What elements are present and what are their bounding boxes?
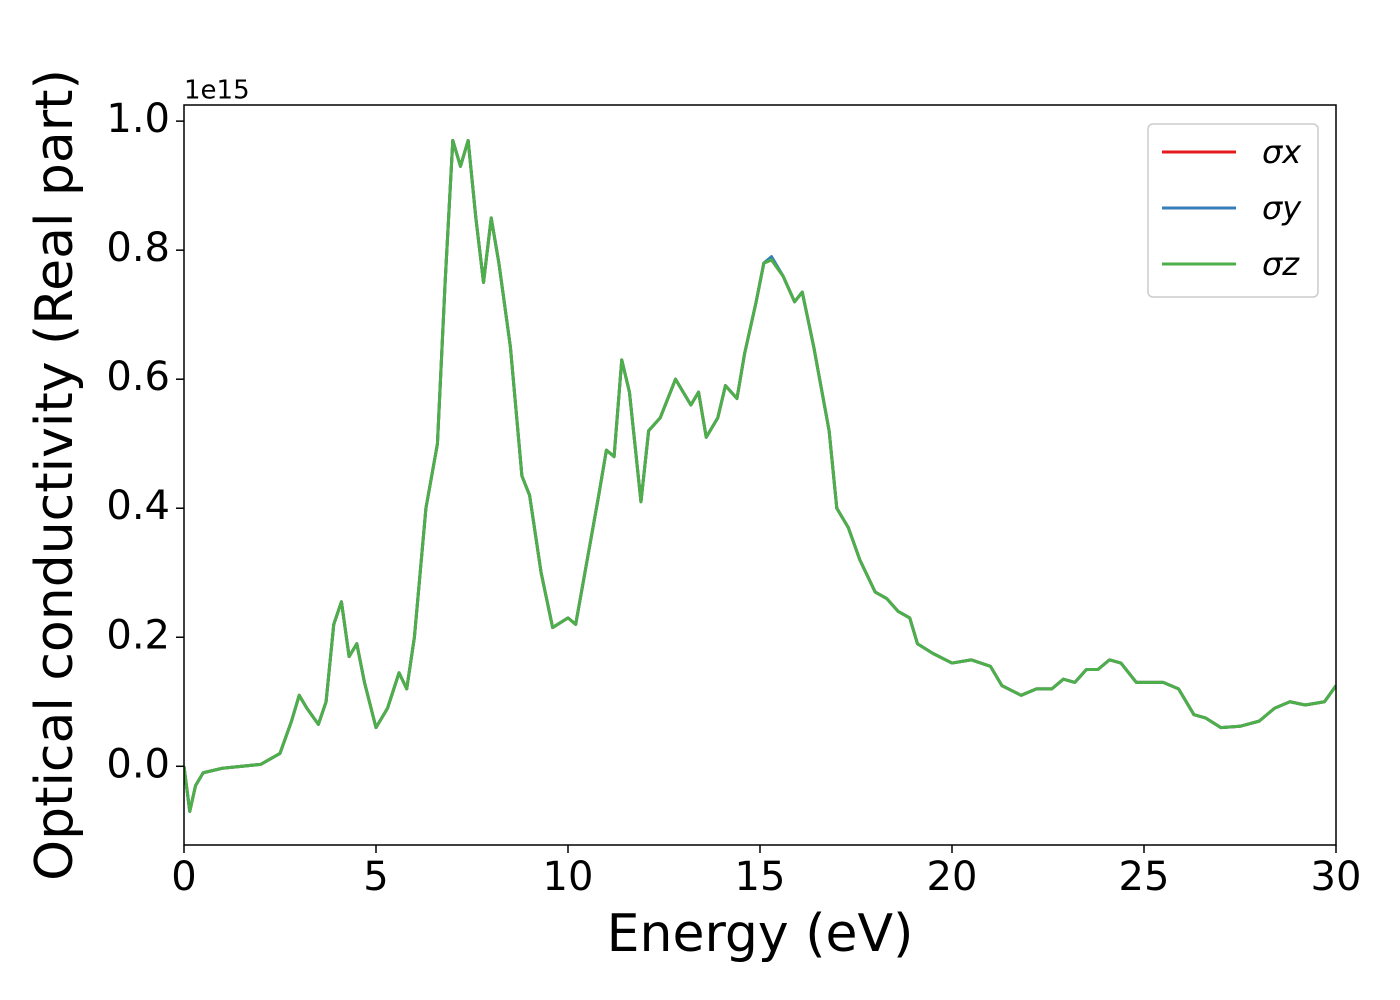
plot-frame xyxy=(183,104,1337,846)
legend-label: σx xyxy=(1262,133,1302,171)
series-line xyxy=(184,138,1336,813)
y-tick-label: 0.2 xyxy=(106,612,170,658)
x-tick-label: 0 xyxy=(171,854,196,900)
x-tick-label: 10 xyxy=(543,854,594,900)
x-axis-label: Energy (eV) xyxy=(607,904,914,964)
legend-box xyxy=(1147,123,1319,298)
x-tick-label: 30 xyxy=(1311,854,1362,900)
y-axis-label: Optical conductivity (Real part) xyxy=(25,69,85,881)
y-tick-label: 0.6 xyxy=(106,354,170,400)
x-tick-label: 20 xyxy=(927,854,978,900)
x-tick-label: 5 xyxy=(363,854,388,900)
y-tick-label: 0.0 xyxy=(106,741,170,787)
y-tick-label: 0.8 xyxy=(106,225,170,271)
y-tick-label: 0.4 xyxy=(106,483,170,529)
x-tick-label: 25 xyxy=(1119,854,1170,900)
legend-label: σy xyxy=(1262,189,1302,227)
legend-label: σz xyxy=(1262,245,1300,283)
y-tick-label: 1.0 xyxy=(106,96,170,142)
y-offset-label: 1e15 xyxy=(184,76,250,106)
x-tick-label: 15 xyxy=(735,854,786,900)
